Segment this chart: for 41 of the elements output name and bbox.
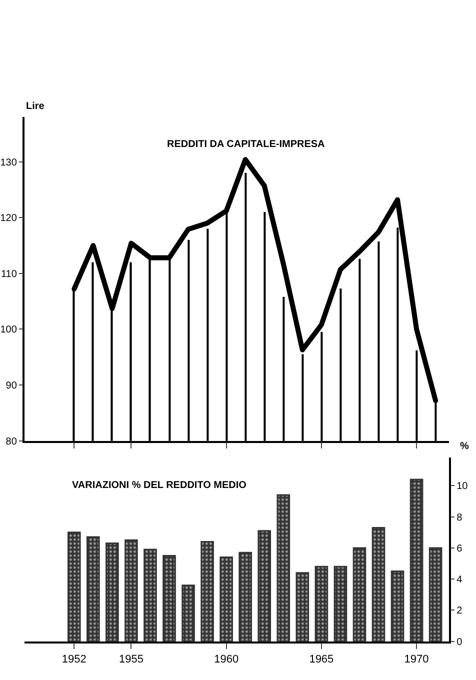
y-tick-label: 90 <box>6 380 18 392</box>
y-tick-label: 80 <box>6 436 18 448</box>
x-tick-label: 1970 <box>404 653 429 666</box>
bar <box>410 478 424 642</box>
bar <box>200 540 214 642</box>
bar <box>296 572 310 642</box>
bar <box>334 566 348 642</box>
y-tick-label: 130 <box>0 157 18 168</box>
bar <box>428 547 442 642</box>
bar <box>106 542 119 642</box>
y-tick-label: 110 <box>0 268 18 280</box>
bar <box>258 530 272 642</box>
bar <box>238 552 252 642</box>
bar <box>372 526 386 642</box>
bar <box>86 536 100 642</box>
bar <box>144 548 157 642</box>
y-axis-title: Lire <box>26 101 45 112</box>
bar <box>276 494 290 642</box>
bar <box>67 532 81 642</box>
y-tick-label: 100 <box>0 324 18 336</box>
x-tick-label: 1955 <box>118 653 144 666</box>
x-tick-label: 1965 <box>309 653 334 666</box>
bar <box>352 547 366 642</box>
y-tick-label: 2 <box>456 606 463 617</box>
y-tick-label: 6 <box>456 543 463 554</box>
bar <box>124 539 138 642</box>
x-tick-label: 1952 <box>62 653 86 666</box>
x-tick-label: 1960 <box>214 653 239 666</box>
y-tick-label: 4 <box>456 574 463 586</box>
text: REDDITI DA CAPITALE-IMPRESA <box>167 139 325 150</box>
y-tick-label: 120 <box>0 213 18 224</box>
bar <box>162 554 176 642</box>
y-axis-title: % <box>460 441 469 452</box>
bar <box>182 584 195 642</box>
text: VARIAZIONI % DEL REDDITO MEDIO <box>72 480 247 491</box>
bar <box>390 570 404 642</box>
y-tick-label: 8 <box>456 512 463 524</box>
bar <box>314 566 328 642</box>
y-tick-label: 10 <box>456 481 468 492</box>
bar <box>220 556 233 642</box>
y-tick-label: 0 <box>456 636 463 648</box>
